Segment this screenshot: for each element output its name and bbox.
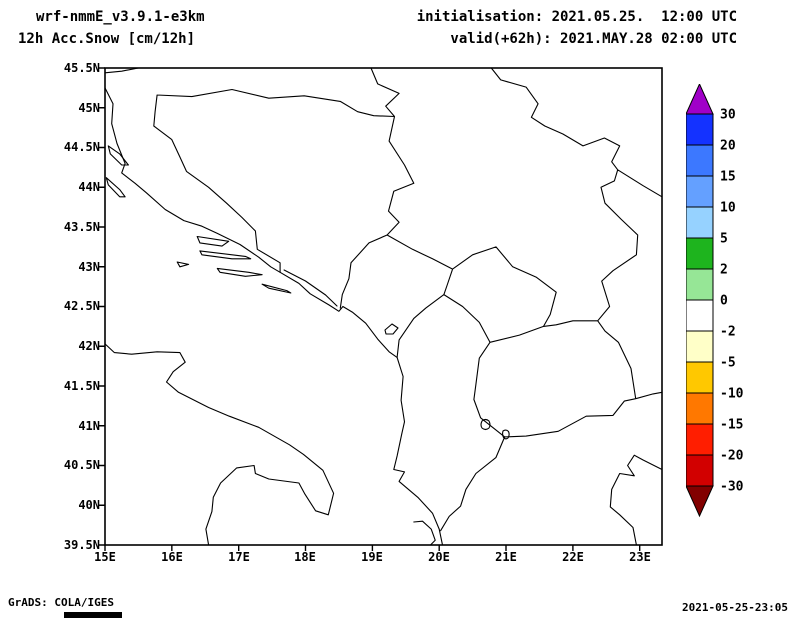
colorbar-segment bbox=[686, 423, 714, 456]
map-canvas bbox=[99, 67, 663, 551]
coastline-aegean-greece bbox=[609, 454, 663, 546]
y-tick-label: 43.5N bbox=[63, 220, 100, 234]
y-tick-label: 40.5N bbox=[63, 458, 100, 472]
country-borders bbox=[104, 67, 663, 532]
colorbar-segment bbox=[686, 113, 714, 146]
y-tick-label: 41.5N bbox=[63, 379, 100, 393]
colorbar-segment bbox=[686, 237, 714, 270]
colorbar-label: -10 bbox=[720, 387, 744, 402]
x-tick-label: 16E bbox=[161, 550, 183, 564]
y-tick-label: 42N bbox=[78, 339, 100, 353]
colorbar-label: -15 bbox=[720, 418, 743, 433]
init-time-label: initialisation: 2021.05.25. 12:00 UTC bbox=[416, 9, 737, 25]
colorbar-segment bbox=[686, 144, 714, 177]
adriatic-islands bbox=[105, 145, 436, 546]
colorbar-label: -5 bbox=[720, 356, 736, 371]
colorbar-label: 20 bbox=[720, 139, 736, 154]
y-tick-label: 45N bbox=[78, 101, 100, 115]
valid-time-label: valid(+62h): 2021.MAY.28 02:00 UTC bbox=[450, 31, 737, 47]
map-frame bbox=[104, 67, 663, 546]
y-tick-label: 39.5N bbox=[63, 538, 100, 552]
colorbar-segment bbox=[686, 392, 714, 425]
y-tick-label: 41N bbox=[78, 419, 100, 433]
y-axis-ticks bbox=[99, 67, 105, 546]
colorbar-segment bbox=[686, 268, 714, 301]
colorbar-segment bbox=[686, 330, 714, 363]
colorbar-segment bbox=[686, 299, 714, 332]
y-tick-label: 44.5N bbox=[63, 140, 100, 154]
colorbar-label: 10 bbox=[720, 201, 736, 216]
colorbar-label: 2 bbox=[720, 263, 728, 278]
product-title: 12h Acc.Snow [cm/12h] bbox=[18, 31, 196, 47]
colorbar-segment bbox=[686, 361, 714, 394]
x-tick-label: 15E bbox=[94, 550, 116, 564]
x-tick-label: 19E bbox=[361, 550, 383, 564]
colorbar-label: -2 bbox=[720, 325, 736, 340]
colorbar-label: 0 bbox=[720, 294, 728, 309]
x-axis-ticks bbox=[104, 545, 641, 551]
colorbar-label: 30 bbox=[720, 108, 736, 123]
colorbar-label: 15 bbox=[720, 170, 736, 185]
x-tick-label: 21E bbox=[495, 550, 517, 564]
y-tick-label: 40N bbox=[78, 498, 100, 512]
x-tick-label: 23E bbox=[629, 550, 651, 564]
x-tick-label: 18E bbox=[294, 550, 316, 564]
colorbar: 30 20 15 10 5 2 0 -2 -5 -10 -15 -20 -30 bbox=[686, 84, 744, 518]
colorbar-arrow-top bbox=[686, 84, 714, 115]
screen-artifact bbox=[64, 612, 122, 618]
colorbar-segment bbox=[686, 454, 714, 487]
coastline-italy bbox=[104, 343, 335, 546]
colorbar-segment bbox=[686, 206, 714, 239]
x-tick-label: 17E bbox=[228, 550, 250, 564]
y-tick-label: 44N bbox=[78, 180, 100, 194]
y-tick-label: 45.5N bbox=[63, 61, 100, 75]
lakes bbox=[384, 323, 510, 440]
x-tick-label: 20E bbox=[428, 550, 450, 564]
colorbar-label: 5 bbox=[720, 232, 728, 247]
model-title: wrf-nmmE_v3.9.1-e3km bbox=[36, 9, 205, 25]
grads-credit: GrADS: COLA/IGES bbox=[8, 596, 114, 609]
colorbar-label: -20 bbox=[720, 449, 744, 464]
x-tick-label: 22E bbox=[562, 550, 584, 564]
colorbar-label: -30 bbox=[720, 480, 744, 495]
colorbar-segment bbox=[686, 175, 714, 208]
creation-timestamp: 2021-05-25-23:05 bbox=[682, 601, 788, 614]
colorbar-arrow-bottom bbox=[686, 485, 714, 518]
y-tick-label: 42.5N bbox=[63, 299, 100, 313]
y-tick-label: 43N bbox=[78, 260, 100, 274]
coastline-adriatic-east bbox=[104, 87, 444, 546]
